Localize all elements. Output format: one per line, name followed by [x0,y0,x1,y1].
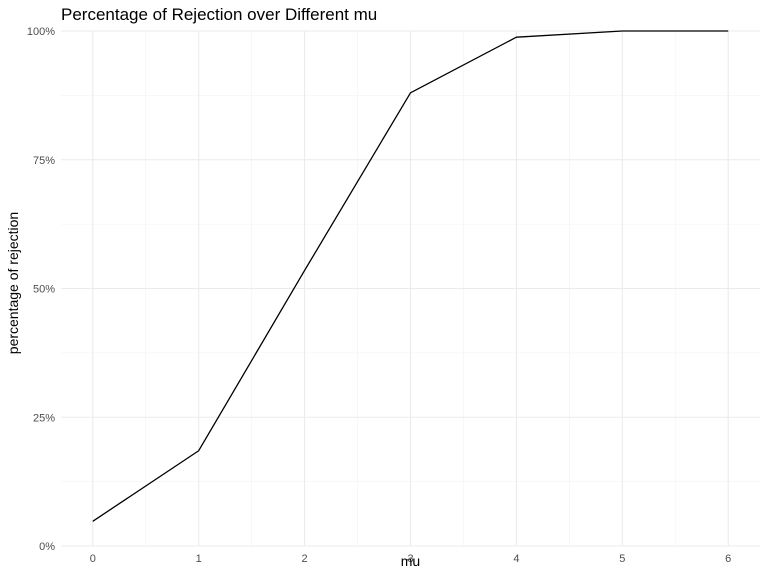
x-tick-label: 6 [725,553,731,565]
y-tick-label: 50% [33,284,55,296]
x-tick-label: 4 [513,553,519,565]
x-axis-ticks: 0 1 2 3 4 5 6 [90,553,732,565]
chart-title: Percentage of Rejection over Different m… [61,5,377,24]
x-tick-label: 3 [407,553,413,565]
x-axis-title: mu [401,553,420,569]
y-tick-label: 100% [27,26,55,38]
x-tick-label: 0 [90,553,96,565]
x-tick-label: 2 [302,553,308,565]
y-tick-label: 25% [33,412,55,424]
x-tick-label: 1 [196,553,202,565]
y-axis-ticks: 0% 25% 50% 75% 100% [27,26,55,553]
series-line [92,30,729,522]
series-layer [92,30,729,522]
x-tick-label: 5 [619,553,625,565]
grid [61,30,760,547]
y-axis-title: percentage of rejection [5,212,21,354]
y-tick-label: 75% [33,155,55,167]
y-tick-label: 0% [39,541,55,553]
